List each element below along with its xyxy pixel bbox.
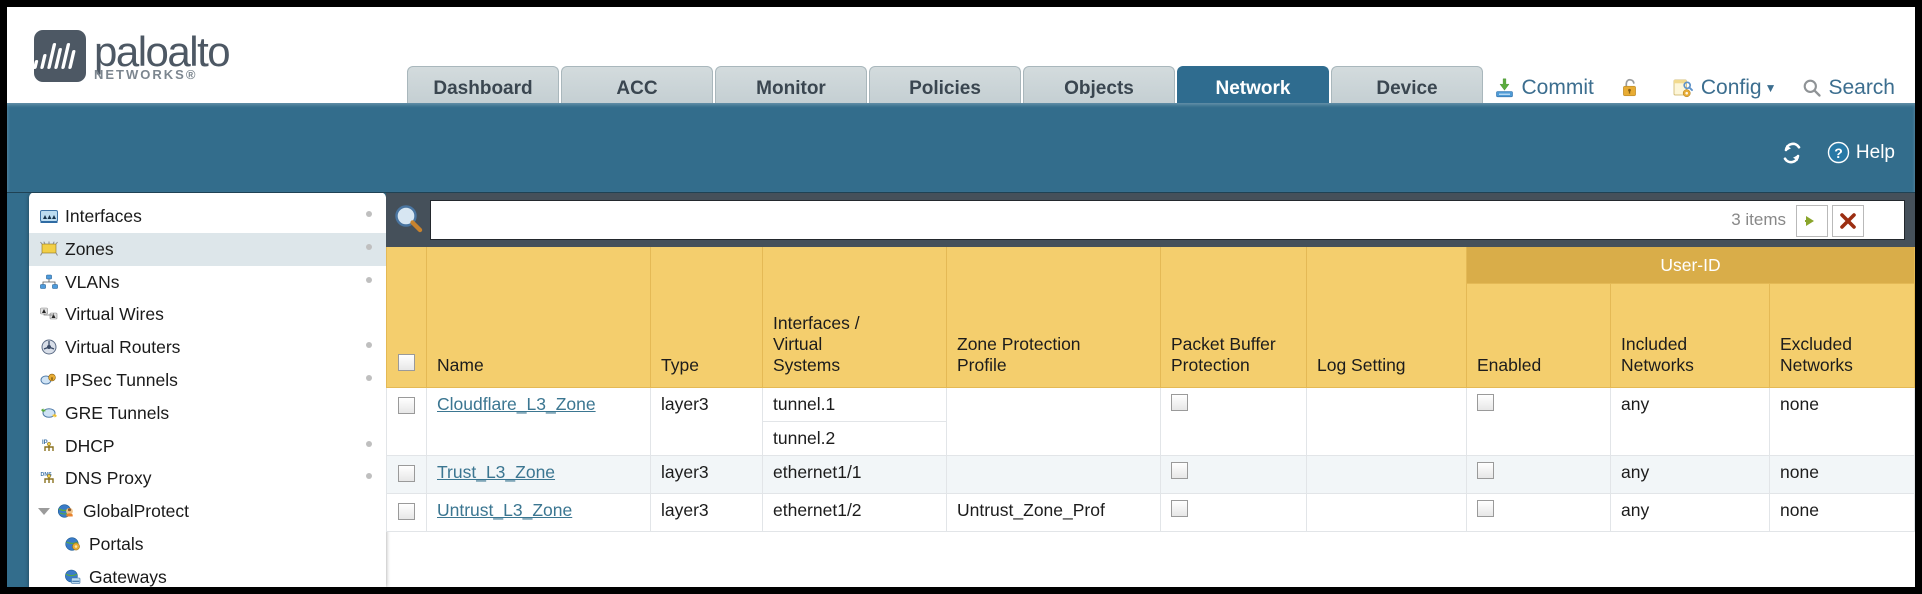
svg-text:IP: IP bbox=[42, 440, 48, 446]
svg-text:?: ? bbox=[1834, 145, 1843, 161]
